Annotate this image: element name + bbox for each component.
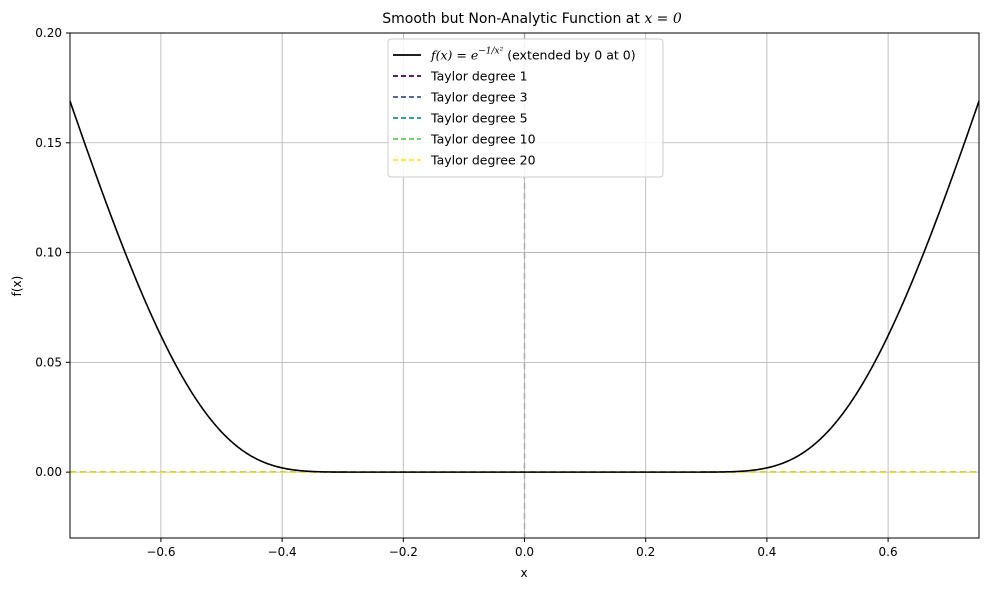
x-tick-label: 0.4 bbox=[757, 545, 776, 559]
y-tick-label: 0.00 bbox=[35, 465, 62, 479]
legend-label: Taylor degree 3 bbox=[430, 90, 528, 105]
y-axis-label: f(x) bbox=[10, 276, 24, 297]
x-axis-label: x bbox=[520, 566, 527, 580]
y-tick-label: 0.15 bbox=[35, 136, 62, 150]
x-tick-label: −0.4 bbox=[268, 545, 297, 559]
series-group bbox=[69, 100, 980, 473]
legend-label: Taylor degree 5 bbox=[430, 111, 528, 126]
chart-title: Smooth but Non-Analytic Function at x = … bbox=[382, 11, 682, 27]
x-tick-label: 0.6 bbox=[879, 545, 898, 559]
series-line-function bbox=[69, 100, 980, 473]
y-ticks: 0.00 0.05 0.10 0.15 0.20 bbox=[35, 26, 70, 479]
y-tick-label: 0.20 bbox=[35, 26, 62, 40]
x-tick-label: 0.2 bbox=[636, 545, 655, 559]
y-tick-label: 0.05 bbox=[35, 355, 62, 369]
legend-label: Taylor degree 20 bbox=[430, 153, 536, 168]
x-ticks: −0.6 −0.4 −0.2 0.0 0.2 0.4 0.6 bbox=[146, 538, 898, 559]
x-tick-label: −0.6 bbox=[146, 545, 175, 559]
legend: f(x) = e−1/x² (extended by 0 at 0) Taylor… bbox=[387, 38, 664, 178]
legend-items: f(x) = e−1/x² (extended by 0 at 0) Taylor… bbox=[393, 47, 636, 168]
legend-label: f(x) = e−1/x² (extended by 0 at 0) bbox=[430, 47, 636, 63]
legend-label: Taylor degree 1 bbox=[430, 69, 528, 84]
legend-label: Taylor degree 10 bbox=[430, 132, 536, 147]
x-tick-label: −0.2 bbox=[389, 545, 418, 559]
legend-box bbox=[387, 38, 664, 178]
chart-title-math: x = 0 bbox=[644, 11, 682, 27]
y-tick-label: 0.10 bbox=[35, 246, 62, 260]
x-tick-label: 0.0 bbox=[515, 545, 534, 559]
